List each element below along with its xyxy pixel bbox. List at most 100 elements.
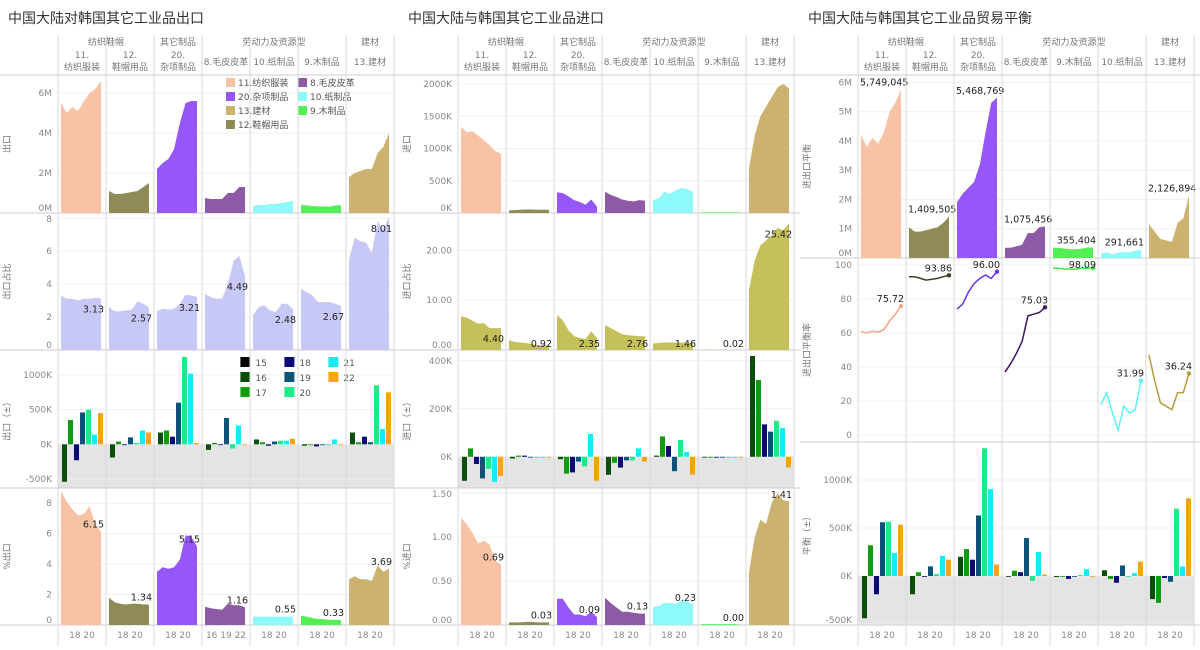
y-tick-label: 1.00 [432, 533, 452, 543]
y-tick-label: 4 [46, 560, 52, 570]
data-label: 2,126,894 [1148, 184, 1196, 195]
area-9 [701, 624, 741, 625]
legend-label: 16 [255, 374, 267, 384]
data-label: 0.69 [483, 552, 504, 563]
bar-8-17 [612, 457, 617, 463]
bar-9-20 [326, 444, 331, 445]
bar-11-19 [80, 412, 85, 444]
data-label: 75.03 [1021, 295, 1048, 306]
group-header: 劳动力及资源型 [642, 36, 705, 48]
bar-10-19 [672, 457, 677, 471]
legend-swatch [226, 106, 235, 115]
x-tick-labels: 16 19 22 [206, 631, 246, 641]
bar-20-20 [982, 448, 987, 576]
bar-11-16 [462, 457, 467, 481]
bar-9-16 [1054, 576, 1059, 577]
bar-13-17 [1156, 576, 1161, 603]
y-axis-title: 出口 [1, 135, 13, 153]
bar-12-18 [122, 444, 127, 445]
bar-20-19 [576, 457, 581, 462]
y-tick-label: 20 [841, 397, 853, 407]
y-axis-title: %进口 [402, 543, 413, 570]
bar-8-16 [206, 444, 211, 450]
x-tick-labels: 18 20 [1109, 631, 1135, 641]
area-9 [1053, 248, 1093, 259]
bar-9-17 [708, 457, 713, 458]
bar-11-18 [874, 576, 879, 594]
bar-10-22 [290, 439, 295, 445]
bar-10-19 [272, 442, 277, 445]
bar-8-22 [1042, 575, 1047, 576]
bar-13-19 [1168, 576, 1173, 582]
chart-title: 中国大陆对韩国其它工业品出口 [8, 10, 204, 27]
bar-10-18 [266, 444, 271, 445]
y-tick-label: 80 [841, 295, 853, 305]
bar-8-16 [606, 457, 611, 475]
bar-13-22 [1186, 498, 1191, 576]
data-label: 0.33 [323, 608, 344, 619]
line-11 [861, 306, 901, 333]
bar-11-20 [886, 522, 891, 576]
legend-label: 22 [343, 374, 354, 384]
bar-20-18 [170, 437, 175, 445]
y-tick-label: 1000K [23, 371, 53, 381]
y-tick-label: 100 [835, 261, 852, 271]
bar-10-18 [666, 446, 671, 457]
area-8 [205, 256, 245, 350]
x-tick-labels: 18 20 [69, 631, 95, 641]
area-12 [909, 217, 949, 258]
bar-8-17 [1012, 571, 1017, 576]
legend-label: 20 [299, 389, 311, 399]
bar-20-18 [970, 560, 975, 576]
bar-12-20 [134, 443, 139, 444]
area-8 [205, 187, 245, 213]
bar-8-16 [1006, 576, 1011, 577]
legend-swatch [298, 78, 307, 87]
bar-12-18 [522, 456, 527, 457]
x-tick-labels: 18 20 [357, 631, 383, 641]
y-axis-title: 出口（±） [1, 397, 13, 441]
bar-20-20 [182, 357, 187, 444]
bar-20-17 [164, 430, 169, 444]
data-label: 5,468,769 [956, 86, 1004, 97]
area-13 [749, 223, 789, 350]
data-label: 1.34 [131, 593, 152, 604]
bar-9-19 [1072, 576, 1077, 577]
y-tick-label: 8 [46, 215, 52, 225]
bar-13-19 [368, 442, 373, 444]
area-10 [253, 617, 293, 625]
column-header: 8.毛皮皮革 [1004, 56, 1049, 68]
area-10 [653, 600, 693, 625]
y-tick-label: 400K [429, 357, 453, 367]
column-header: 8.毛皮皮革 [204, 56, 249, 68]
line-10 [1101, 381, 1141, 430]
data-label: 0.09 [579, 605, 600, 616]
legend-swatch [240, 372, 250, 382]
area-11 [461, 127, 501, 213]
bar-10-21 [284, 441, 289, 444]
bar-11-18 [74, 444, 79, 460]
area-9 [701, 212, 741, 213]
bar-9-18 [314, 444, 319, 446]
bar-12-22 [546, 457, 551, 458]
bar-10-22 [690, 457, 695, 475]
y-tick-label: 0.50 [432, 577, 452, 587]
column-header: 鞋帽用品 [912, 61, 948, 73]
bar-12-19 [128, 437, 133, 444]
y-tick-label: 6 [46, 530, 52, 540]
data-label: 2.76 [627, 339, 648, 350]
column-header: 鞋帽用品 [112, 61, 148, 73]
bar-13-22 [386, 392, 391, 444]
bar-12-22 [146, 433, 151, 445]
bar-13-16 [1150, 576, 1155, 599]
data-label: 75.72 [877, 294, 904, 305]
column-header: 11. [75, 51, 89, 61]
y-tick-label: 4 [46, 280, 52, 290]
area-11 [461, 518, 501, 625]
x-tick-labels: 18 20 [1061, 631, 1087, 641]
bar-12-19 [528, 457, 533, 458]
y-tick-label: 2M [839, 195, 853, 205]
x-tick-labels: 18 20 [965, 631, 991, 641]
negative-region [58, 444, 394, 488]
